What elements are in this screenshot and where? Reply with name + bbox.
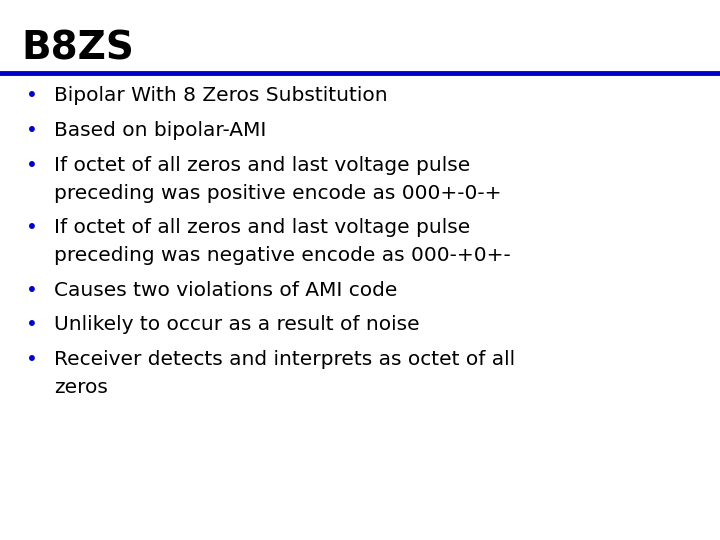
Text: •: • — [27, 121, 38, 140]
Text: Unlikely to occur as a result of noise: Unlikely to occur as a result of noise — [54, 315, 420, 334]
Text: If octet of all zeros and last voltage pulse: If octet of all zeros and last voltage p… — [54, 156, 470, 174]
Text: •: • — [27, 281, 38, 300]
Text: Bipolar With 8 Zeros Substitution: Bipolar With 8 Zeros Substitution — [54, 86, 387, 105]
Text: B8ZS: B8ZS — [22, 30, 135, 68]
Text: •: • — [27, 218, 38, 237]
Text: If octet of all zeros and last voltage pulse: If octet of all zeros and last voltage p… — [54, 218, 470, 237]
Text: zeros: zeros — [54, 378, 108, 397]
Text: •: • — [27, 315, 38, 334]
Text: preceding was negative encode as 000-+0+-: preceding was negative encode as 000-+0+… — [54, 246, 510, 265]
Text: Receiver detects and interprets as octet of all: Receiver detects and interprets as octet… — [54, 350, 515, 369]
Text: Causes two violations of AMI code: Causes two violations of AMI code — [54, 281, 397, 300]
Text: Based on bipolar-AMI: Based on bipolar-AMI — [54, 121, 266, 140]
Text: •: • — [27, 86, 38, 105]
Text: preceding was positive encode as 000+-0-+: preceding was positive encode as 000+-0-… — [54, 184, 502, 202]
Text: •: • — [27, 156, 38, 174]
Text: •: • — [27, 350, 38, 369]
